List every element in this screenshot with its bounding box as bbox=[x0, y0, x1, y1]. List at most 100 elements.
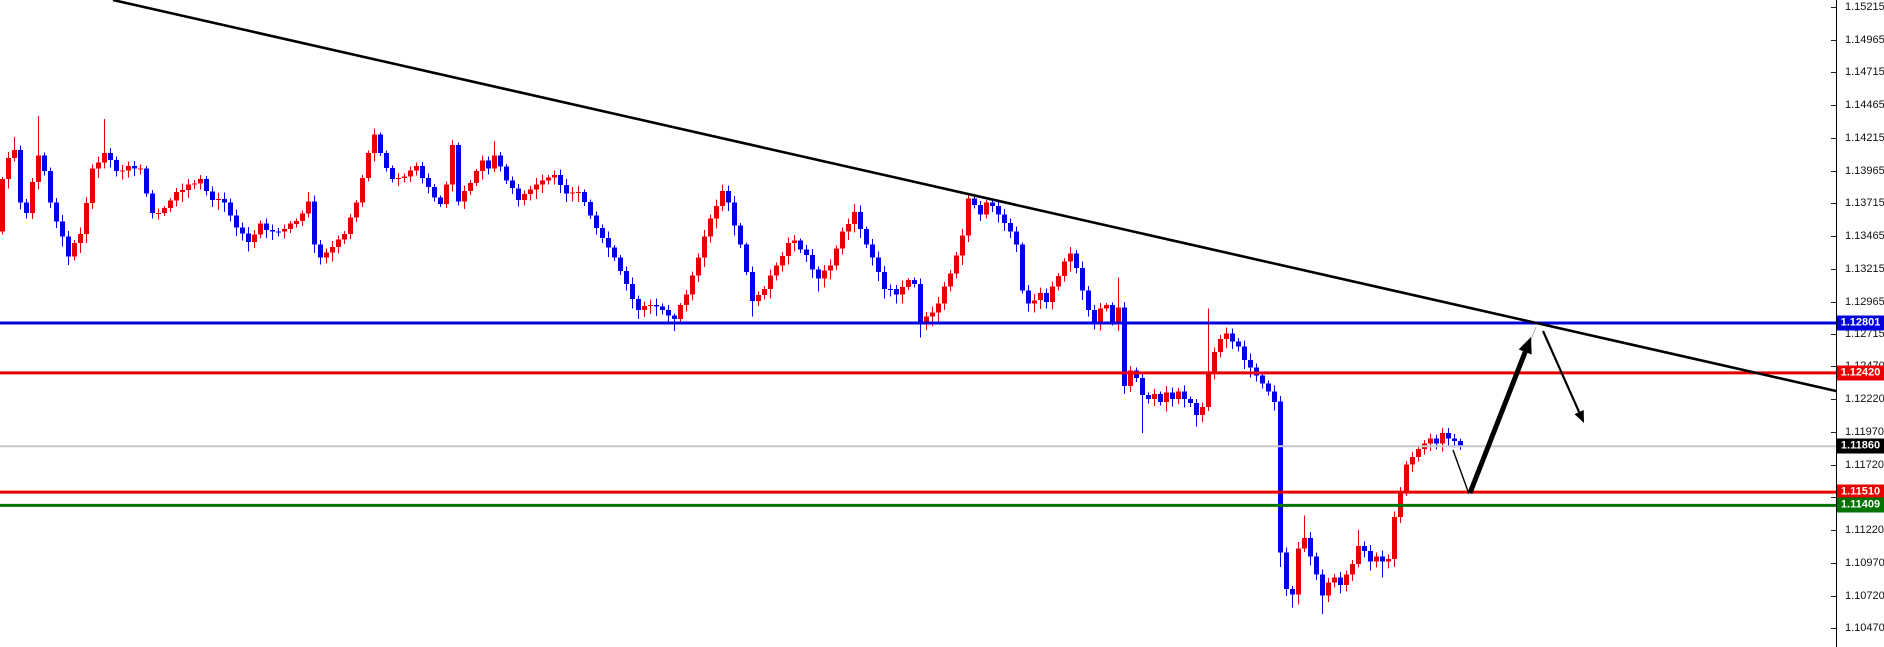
price-axis-line bbox=[1836, 0, 1837, 647]
candle-body bbox=[180, 190, 185, 193]
candle-body bbox=[174, 192, 179, 201]
candle-body bbox=[54, 202, 59, 222]
axis-tick-label: 1.10470 bbox=[1845, 622, 1884, 634]
axis-tick-label: 1.11220 bbox=[1845, 524, 1884, 536]
candle-body bbox=[1236, 341, 1241, 347]
candle-body bbox=[612, 247, 617, 258]
down-arrow-head bbox=[1574, 410, 1584, 423]
candle-body bbox=[546, 177, 551, 181]
candle-body bbox=[1206, 372, 1211, 407]
candle-body bbox=[906, 279, 911, 287]
candle-body bbox=[288, 223, 293, 229]
candle-body bbox=[354, 202, 359, 218]
down-arrow[interactable] bbox=[1541, 330, 1584, 423]
candle-body bbox=[186, 184, 191, 191]
axis-tick-label: 1.15215 bbox=[1845, 1, 1884, 13]
candle-body bbox=[1050, 286, 1055, 303]
axis-tick-dash bbox=[1831, 171, 1836, 172]
candle-body bbox=[0, 179, 5, 232]
candle-body bbox=[1026, 290, 1031, 304]
candle-body bbox=[1338, 577, 1343, 586]
descending-trendline[interactable] bbox=[112, 0, 1837, 393]
candle-body bbox=[594, 215, 599, 228]
candle-body bbox=[972, 198, 977, 206]
candle-body bbox=[12, 150, 17, 159]
candle-body bbox=[1008, 223, 1013, 232]
candle-body bbox=[642, 305, 647, 310]
candle-body bbox=[6, 158, 11, 180]
axis-tick-dash bbox=[1831, 203, 1836, 204]
price-badge-111510: 1.11510 bbox=[1837, 484, 1884, 500]
candle-body bbox=[216, 199, 221, 200]
candle-body bbox=[828, 265, 833, 271]
candle-body bbox=[720, 190, 725, 207]
candle-body bbox=[30, 182, 35, 214]
candle-body bbox=[582, 192, 587, 202]
candle-body bbox=[1284, 552, 1289, 590]
candle-body bbox=[552, 175, 557, 178]
candle-body bbox=[810, 255, 815, 270]
candle-body bbox=[954, 255, 959, 274]
axis-tick-dash bbox=[1831, 40, 1836, 41]
axis-tick-dash bbox=[1831, 530, 1836, 531]
candle-body bbox=[1158, 393, 1163, 402]
candle-body bbox=[1314, 556, 1319, 575]
candle-body bbox=[1374, 556, 1379, 562]
candle-body bbox=[924, 316, 929, 324]
candle-body bbox=[366, 152, 371, 178]
candle-body bbox=[1410, 456, 1415, 465]
axis-tick-dash bbox=[1831, 138, 1836, 139]
candle-body bbox=[1002, 214, 1007, 223]
candle-body bbox=[834, 248, 839, 266]
candle-body bbox=[1116, 307, 1121, 322]
candle-body bbox=[984, 202, 989, 215]
axis-tick-dash bbox=[1831, 563, 1836, 564]
candle-body bbox=[426, 177, 431, 187]
candle-body bbox=[882, 272, 887, 290]
candle-body bbox=[660, 306, 665, 310]
candle-body bbox=[564, 184, 569, 194]
candle-body bbox=[558, 175, 563, 185]
candle-body bbox=[480, 160, 485, 172]
candle-body bbox=[1068, 253, 1073, 262]
axis-tick-label: 1.14965 bbox=[1845, 34, 1884, 46]
candle-body bbox=[1266, 383, 1271, 392]
candle-body bbox=[1182, 391, 1187, 400]
candle-body bbox=[60, 221, 65, 237]
candle-body bbox=[372, 134, 377, 153]
candle-body bbox=[1110, 304, 1115, 322]
candle-body bbox=[852, 211, 857, 224]
axis-tick-label: 1.14715 bbox=[1845, 66, 1884, 78]
candle-body bbox=[276, 231, 281, 233]
candle-body bbox=[414, 165, 419, 171]
candle-body bbox=[1320, 574, 1325, 596]
candle-body bbox=[918, 283, 923, 324]
up-arrow[interactable] bbox=[1467, 337, 1532, 494]
candle-body bbox=[1392, 517, 1397, 559]
candle-body bbox=[18, 150, 23, 203]
candle-body bbox=[192, 183, 197, 185]
candle-body bbox=[330, 247, 335, 253]
candle-body bbox=[222, 199, 227, 203]
axis-tick-label: 1.11720 bbox=[1845, 459, 1884, 471]
candle-body bbox=[252, 234, 257, 242]
candle-body bbox=[1278, 401, 1283, 553]
candle-body bbox=[342, 234, 347, 240]
candle-body bbox=[264, 223, 269, 231]
candle-body bbox=[696, 257, 701, 276]
candle-body bbox=[420, 165, 425, 178]
up-arrow-shaft bbox=[1467, 350, 1528, 494]
candle-body bbox=[402, 176, 407, 178]
axis-tick-dash bbox=[1831, 596, 1836, 597]
candle-body bbox=[654, 304, 659, 307]
candle-body bbox=[744, 244, 749, 273]
axis-tick-dash bbox=[1831, 105, 1836, 106]
candle-body bbox=[570, 192, 575, 194]
candle-body bbox=[294, 221, 299, 224]
projection-connector-line[interactable] bbox=[1452, 449, 1470, 495]
candle-body bbox=[438, 197, 443, 204]
up-arrow-head bbox=[1518, 337, 1532, 355]
axis-tick-dash bbox=[1831, 399, 1836, 400]
candle-body bbox=[132, 165, 137, 169]
